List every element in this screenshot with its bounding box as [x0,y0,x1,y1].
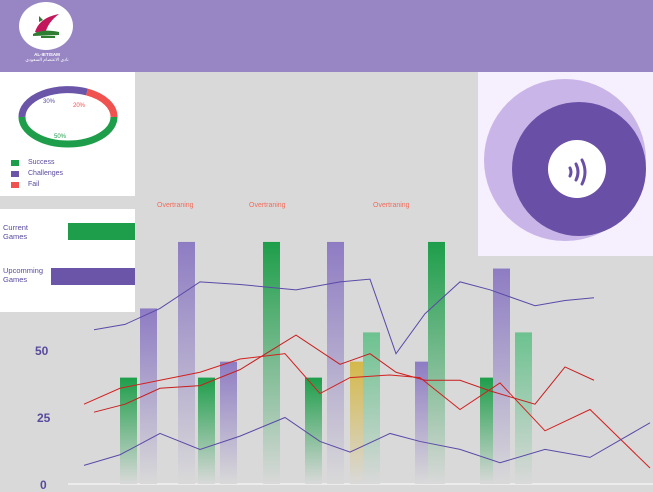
chart-bar-7 [305,377,322,484]
challenges-percent: 30% [43,99,56,105]
performance-panel: 30% 20% 50% [0,72,135,196]
chart-bar-10 [363,332,380,484]
chart-bar-14 [493,268,510,484]
voice-widget [478,72,653,256]
legend-swatch-success [11,159,19,166]
chart-bar-11 [415,361,432,484]
chart-bar-6 [263,241,280,484]
logo-emblem-icon [33,14,59,38]
donut-segment-fail [86,88,118,118]
y-tick-50: 50 [35,344,49,358]
header-bar: AL-IETISAM نادي الاعتصام السعودي [0,0,653,72]
donut-segment-success [18,116,118,148]
performance-donut [18,86,118,148]
games-panel: Current Games Upcomming Games [0,209,135,312]
chart-bar-13 [480,377,497,484]
chart-bar-9 [350,361,367,484]
annotation-overtraining-3: Overtraning [373,202,410,209]
chart-bar-15 [515,332,532,484]
legend-label-fail: Fail [28,181,40,188]
upcoming-games-bar[interactable] [51,268,135,285]
legend-challenges: Challenges [11,168,63,179]
legend-swatch-fail [11,181,19,188]
current-games-label: Current Games [3,223,29,241]
chart-bar-1 [120,377,137,484]
brand-name: AL-IETISAM نادي الاعتصام السعودي [25,52,69,62]
chart-series-line-2 [93,334,595,413]
donut-segment-challenges [18,86,88,118]
chart-series-line-4 [83,416,651,466]
chart-bar-4 [198,377,215,484]
chart-bar-5 [220,361,237,484]
upcoming-games-label: Upcomming Games [3,266,44,284]
club-logo[interactable] [19,2,73,50]
chart-bar-12 [428,241,445,484]
legend-fail: Fail [11,179,63,190]
chart-bar-8 [327,241,344,484]
chart-bar-3 [178,241,195,484]
sound-waves-icon[interactable] [564,158,592,186]
current-games-bar[interactable] [68,223,135,240]
annotation-overtraining-2: Overtraning [249,202,286,209]
fail-percent: 20% [73,103,86,109]
legend-label-challenges: Challenges [28,170,64,177]
chart-series-line-1 [93,278,595,355]
legend-success: Success [11,157,63,168]
legend-label-success: Success [28,159,55,166]
y-tick-0: 0 [40,478,47,492]
chart-series-line-3 [83,353,651,469]
donut-legend: Success Challenges Fail [11,157,63,190]
success-percent: 50% [54,134,67,140]
annotation-overtraining-1: Overtraning [157,202,194,209]
chart-bar-2 [140,308,157,484]
y-tick-25: 25 [37,411,51,425]
legend-swatch-challenges [11,170,19,177]
